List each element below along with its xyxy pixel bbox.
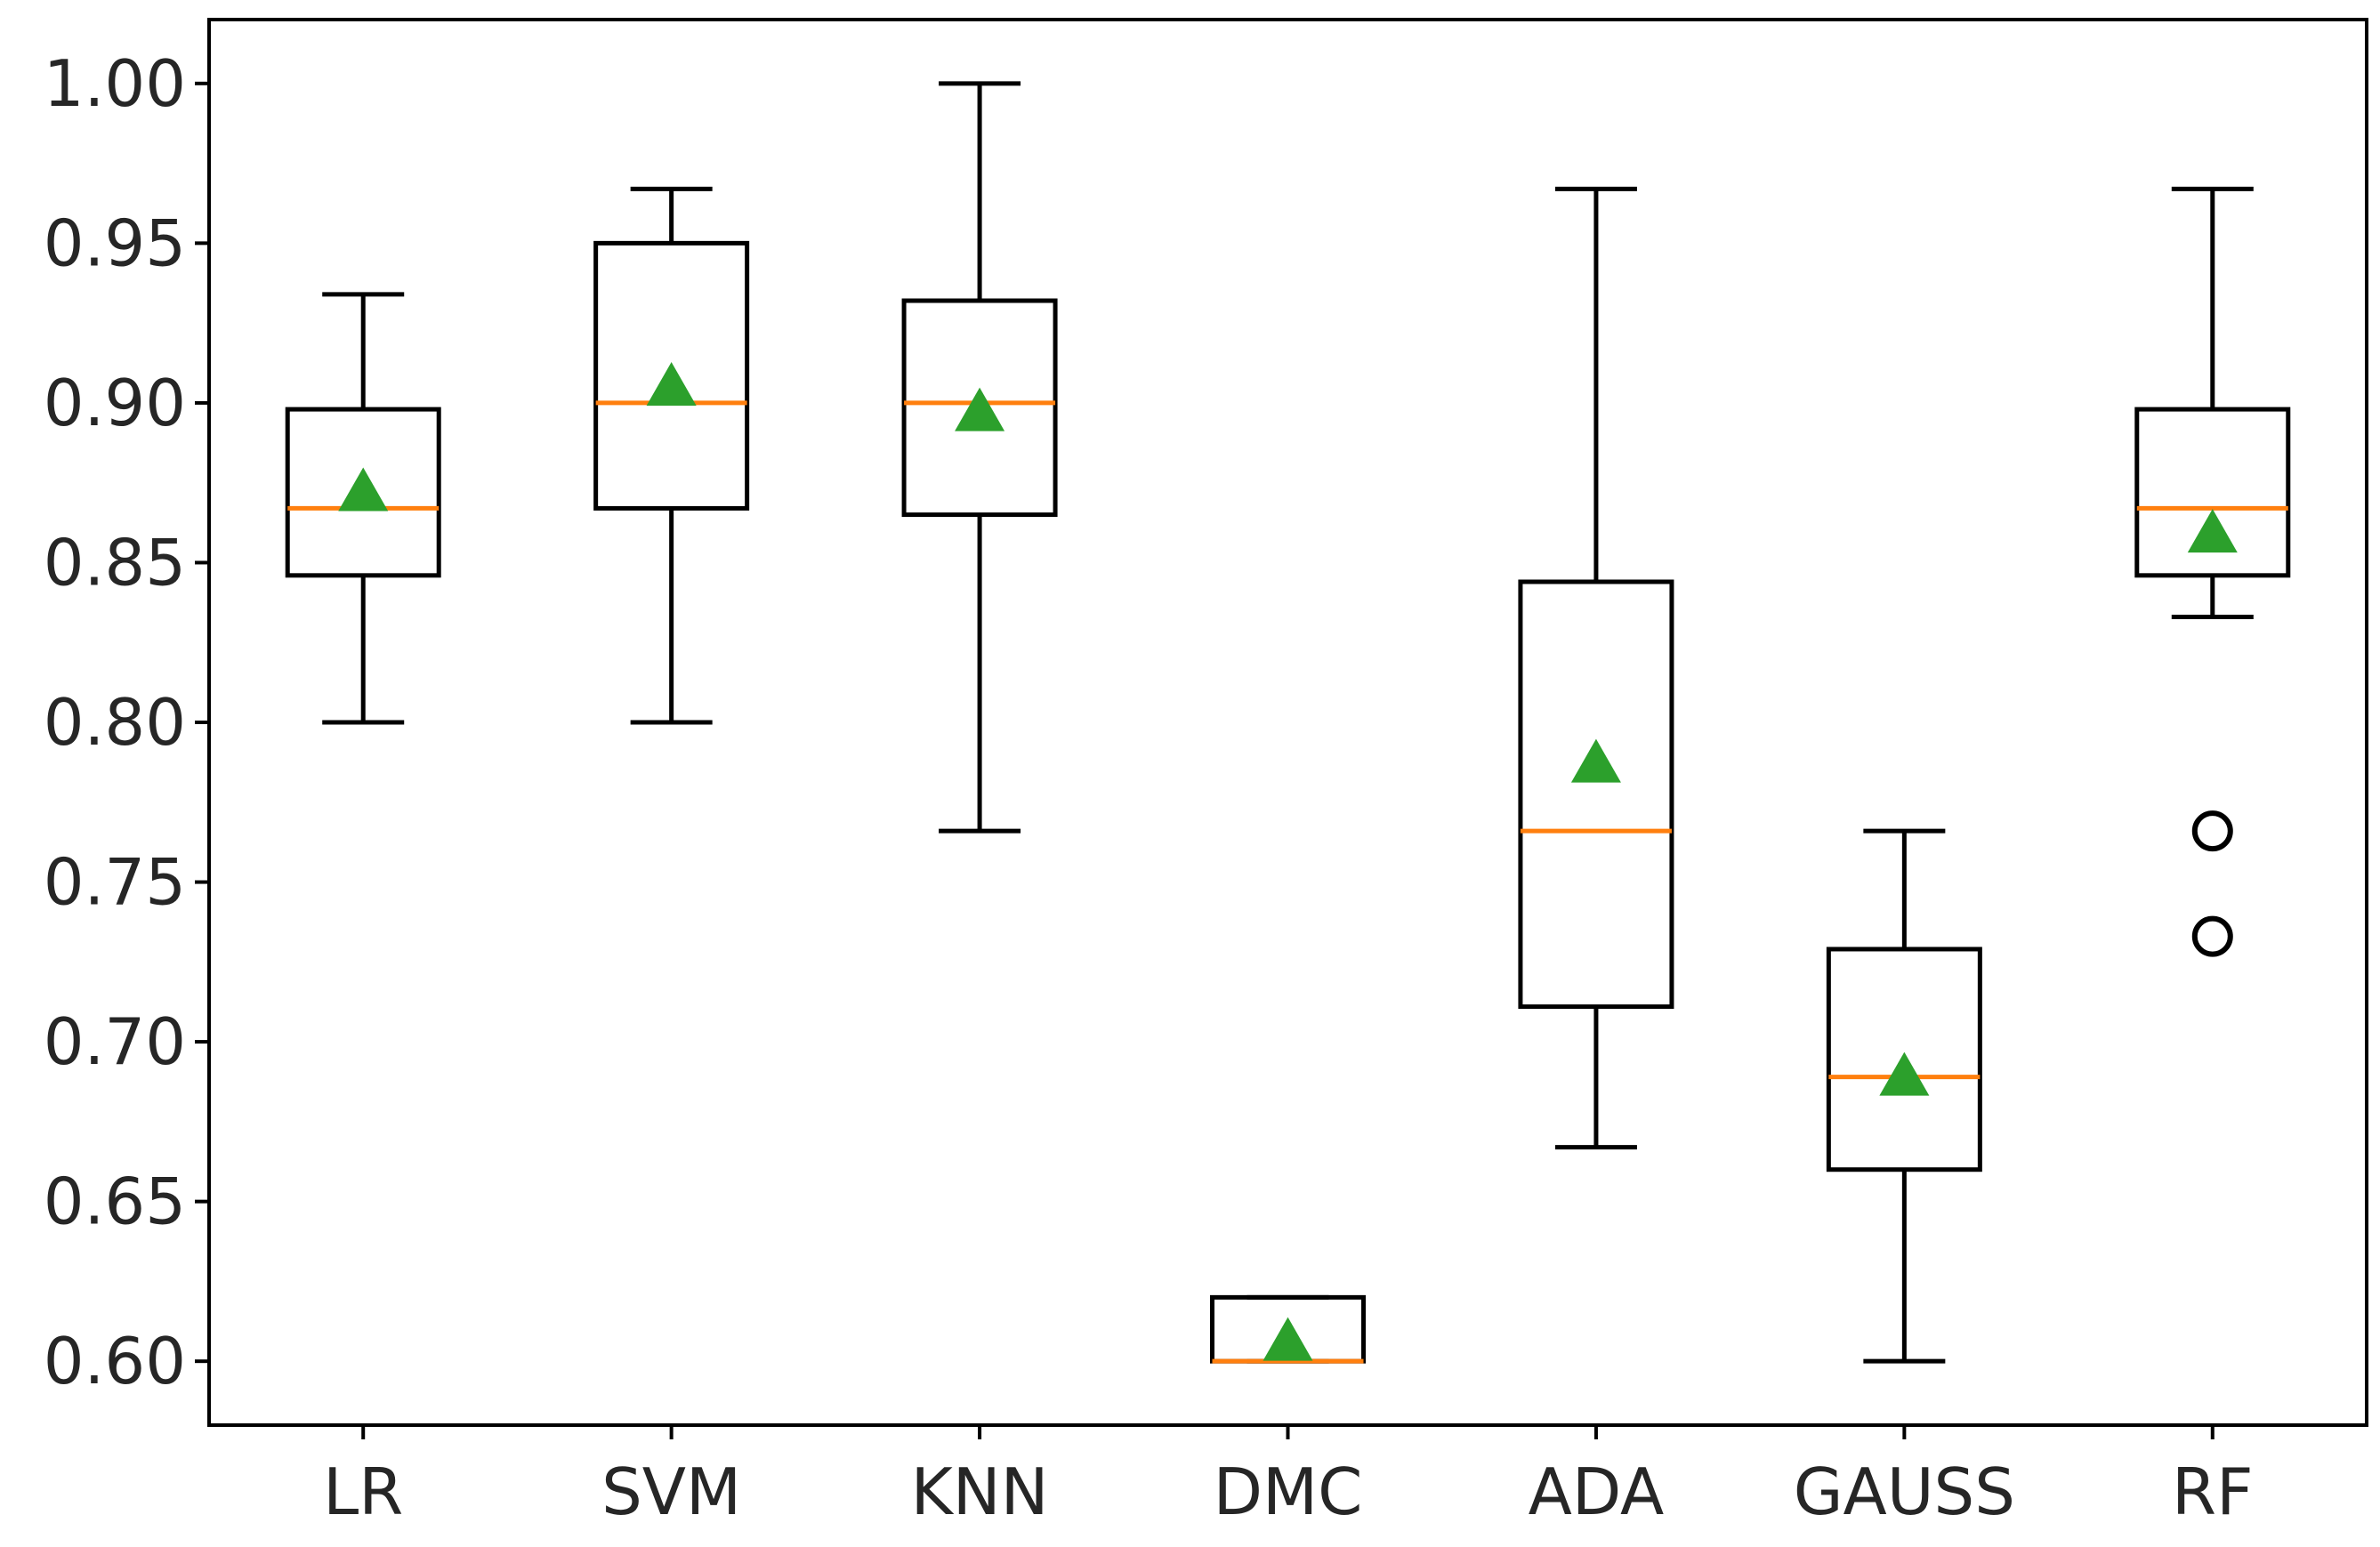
y-tick-label: 0.75	[44, 845, 186, 920]
mean-marker-gauss	[1879, 1051, 1930, 1096]
box-ada	[1518, 579, 1674, 1010]
x-tick-label-dmc: DMC	[1214, 1454, 1363, 1529]
mean-marker-rf	[2187, 509, 2238, 553]
x-tick-label-rf: RF	[2172, 1454, 2253, 1529]
box-rf	[2134, 407, 2291, 578]
x-tick-label-svm: SVM	[601, 1454, 741, 1529]
x-tick-label-knn: KNN	[911, 1454, 1049, 1529]
mean-marker-ada	[1570, 738, 1621, 783]
box-lr	[285, 407, 441, 578]
y-tick-label: 0.95	[44, 205, 186, 280]
x-tick-label-ada: ADA	[1529, 1454, 1665, 1529]
y-tick-label: 0.90	[44, 366, 186, 440]
mean-marker-svm	[646, 361, 697, 406]
y-tick-label: 0.65	[44, 1164, 186, 1239]
y-tick-label: 0.85	[44, 525, 186, 600]
x-tick-label-lr: LR	[323, 1454, 403, 1529]
plot-frame	[207, 18, 2368, 1427]
mean-marker-knn	[955, 387, 1005, 431]
outlier-rf-0	[2191, 810, 2233, 852]
mean-marker-dmc	[1263, 1317, 1313, 1361]
box-gauss	[1826, 947, 1982, 1172]
y-tick-label: 0.60	[44, 1324, 186, 1398]
box-svm	[593, 240, 750, 511]
y-tick-label: 0.70	[44, 1004, 186, 1079]
outlier-rf-1	[2191, 915, 2233, 957]
y-tick-label: 0.80	[44, 685, 186, 760]
x-tick-label-gauss: GAUSS	[1794, 1454, 2015, 1529]
y-tick-label: 1.00	[44, 46, 186, 121]
box-knn	[901, 298, 1058, 518]
mean-marker-lr	[338, 467, 389, 512]
